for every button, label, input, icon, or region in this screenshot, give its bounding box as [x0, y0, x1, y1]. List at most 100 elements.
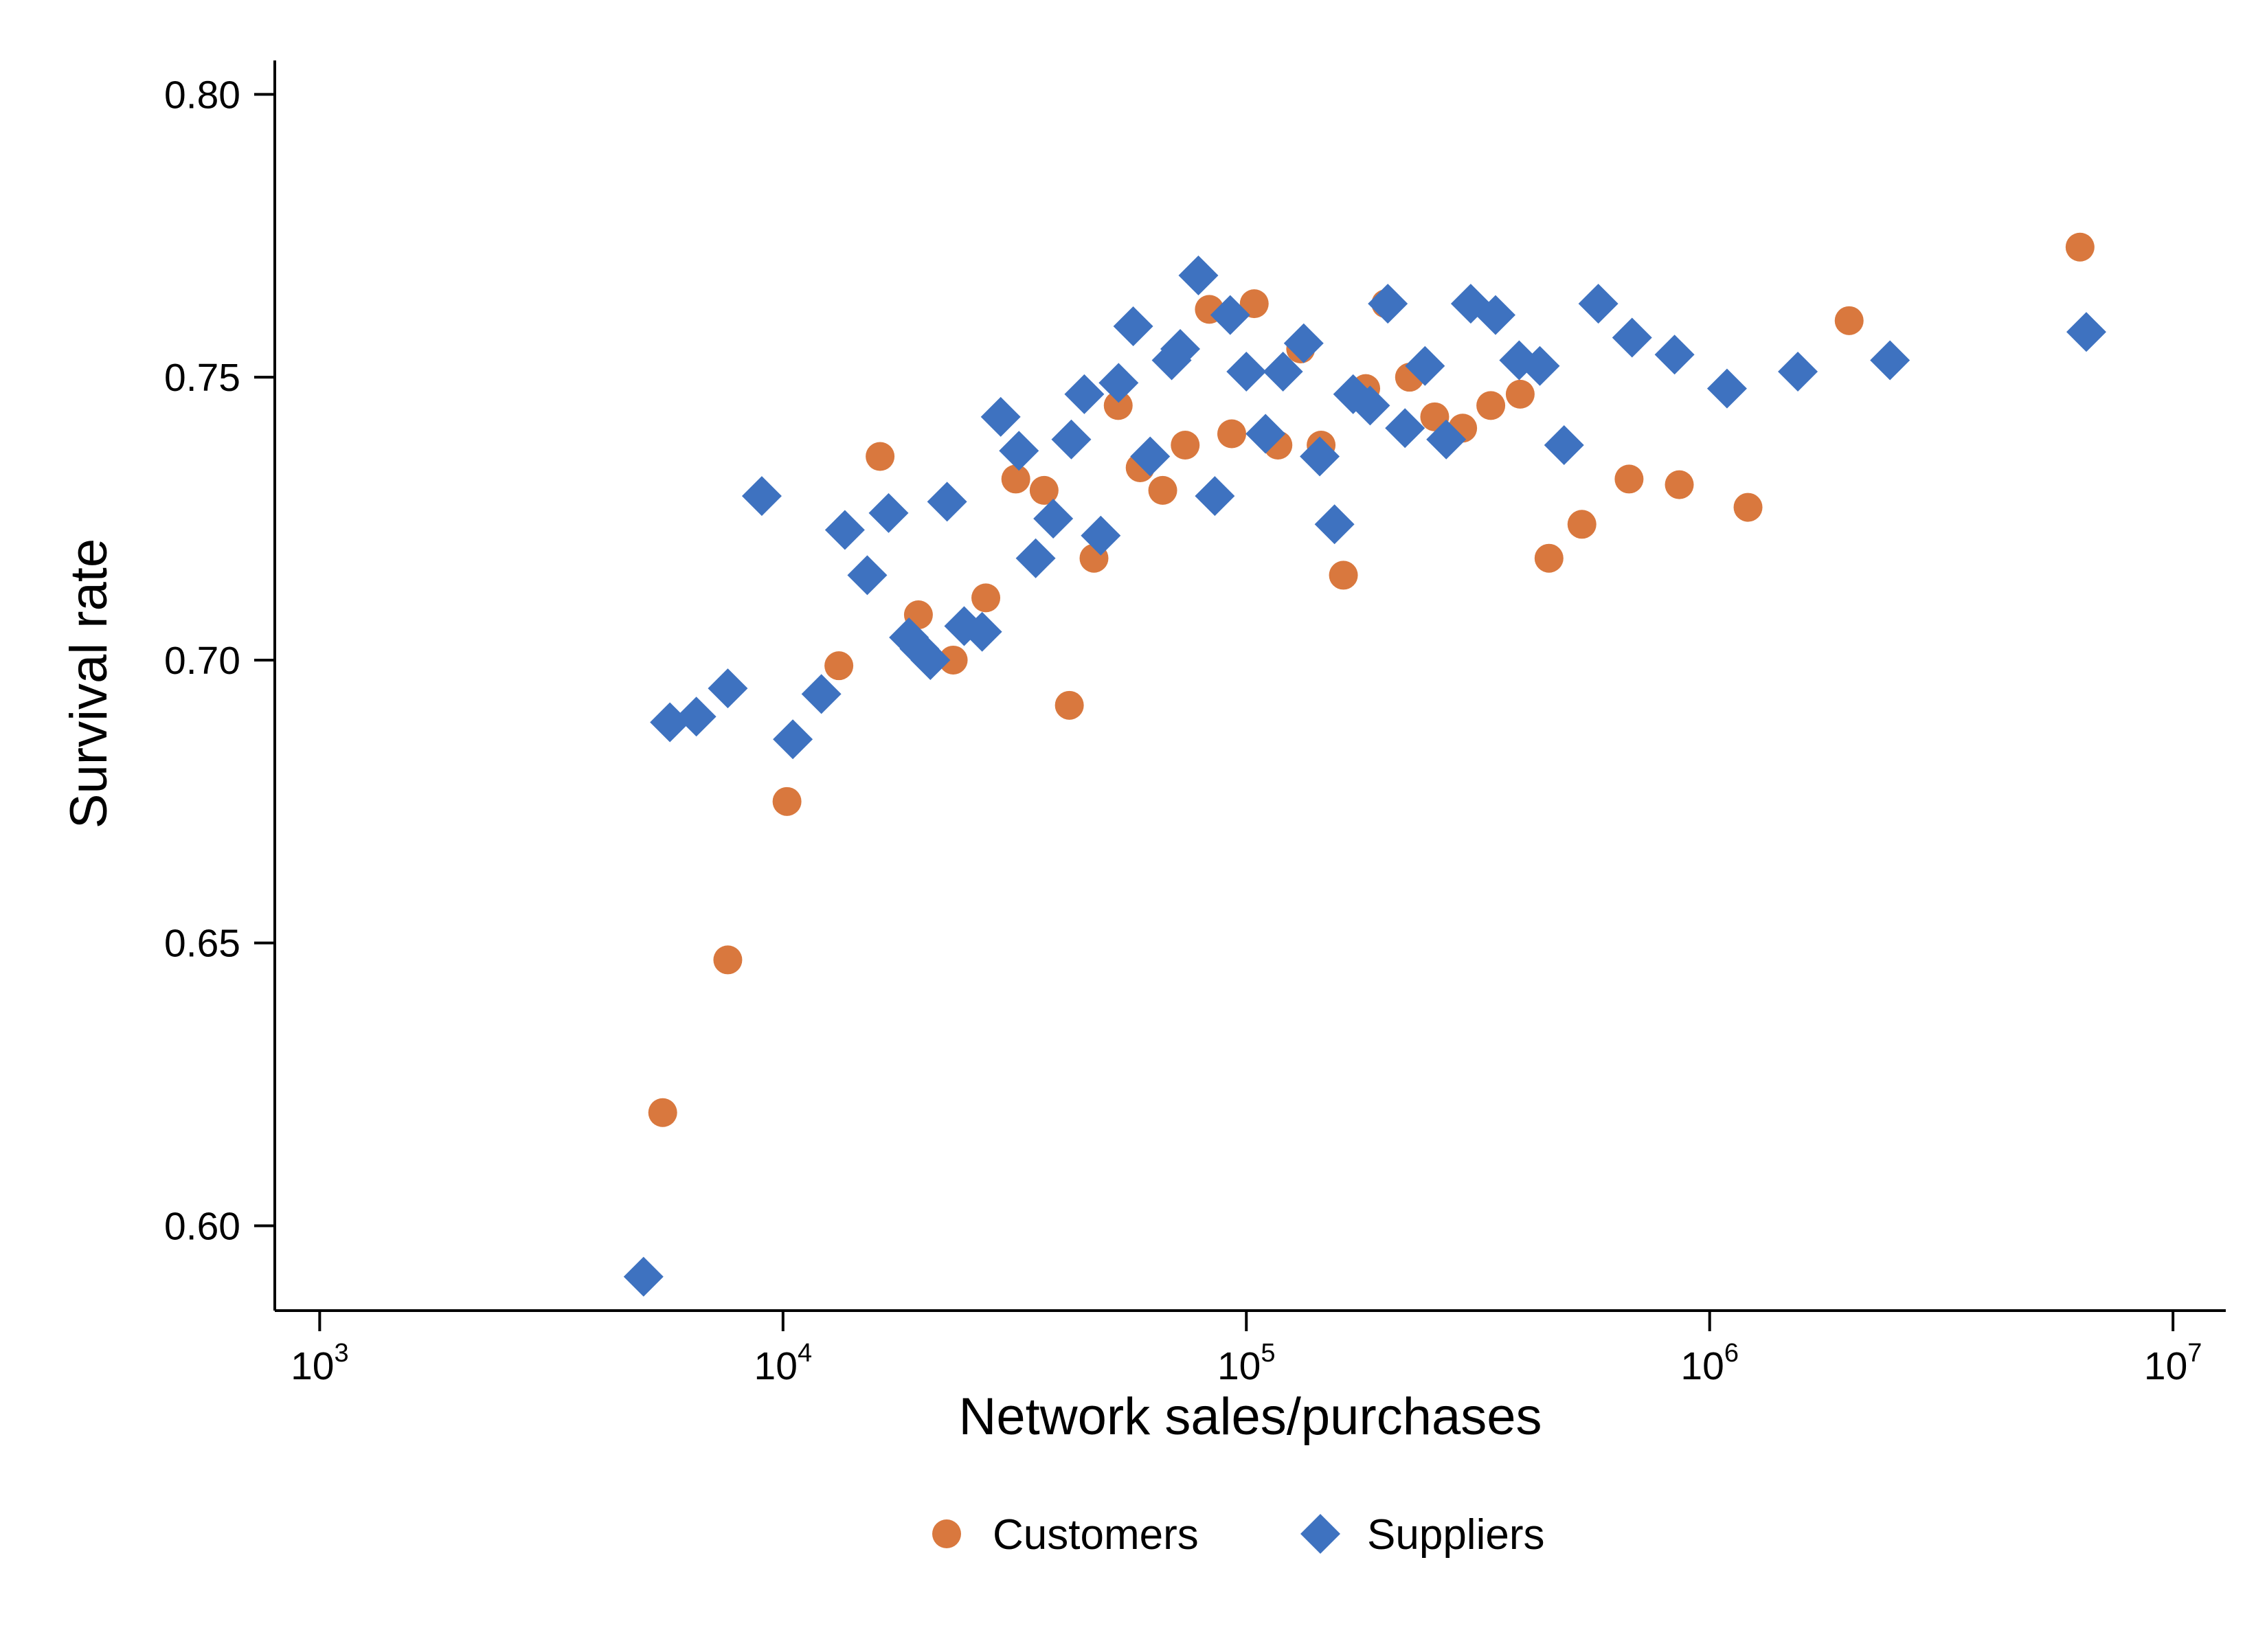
customers-point: [1054, 690, 1084, 720]
y-axis-title: Survival rate: [60, 539, 118, 828]
customers-point: [971, 583, 1001, 613]
suppliers-point: [1314, 504, 1355, 545]
legend-customers-marker: [932, 1519, 961, 1548]
legend-suppliers-marker: [1300, 1514, 1340, 1554]
suppliers-point: [1113, 306, 1153, 347]
suppliers-point: [1160, 329, 1201, 369]
suppliers-point: [676, 697, 717, 737]
suppliers-point: [868, 493, 909, 533]
suppliers-point: [1033, 499, 1074, 539]
suppliers-point: [1778, 351, 1818, 392]
suppliers-point: [650, 702, 690, 743]
x-tick-label: 105: [1217, 1339, 1276, 1388]
customers-point: [648, 1098, 677, 1127]
customers-point: [1239, 289, 1269, 319]
y-tick-label: 0.75: [164, 356, 240, 400]
customers-point: [1029, 475, 1059, 505]
suppliers-point: [1520, 346, 1560, 386]
customers-point: [1665, 470, 1694, 499]
suppliers-point: [1081, 515, 1121, 556]
customers-point: [1171, 431, 1200, 460]
x-tick-base: 10: [291, 1344, 334, 1388]
suppliers-point: [1226, 351, 1267, 392]
x-tick-label: 104: [754, 1339, 813, 1388]
suppliers-point: [1612, 317, 1652, 358]
customers-point: [1476, 391, 1506, 420]
x-tick-exponent: 7: [2187, 1339, 2202, 1368]
suppliers-point: [708, 668, 748, 709]
suppliers-point: [1368, 284, 1408, 324]
customers-point: [1329, 561, 1358, 590]
suppliers-point: [1064, 374, 1105, 414]
suppliers-point: [1706, 368, 1747, 409]
suppliers-point: [741, 476, 782, 517]
suppliers-point: [1350, 385, 1390, 426]
customers-point: [1001, 464, 1030, 494]
suppliers-point: [824, 510, 865, 550]
customers-point: [1505, 379, 1535, 409]
suppliers-point: [1870, 340, 1910, 381]
customers-point: [1534, 543, 1564, 573]
suppliers-point: [999, 431, 1039, 471]
suppliers-point: [1475, 295, 1515, 335]
x-ticks: 103 104 105 106 107: [291, 1311, 2202, 1388]
y-tick-label: 0.65: [164, 922, 240, 966]
customers-point: [1567, 510, 1597, 539]
y-tick-label: 0.80: [164, 73, 240, 117]
customers-point: [938, 645, 968, 675]
suppliers-point: [1210, 295, 1250, 335]
x-tick-exponent: 5: [1261, 1339, 1275, 1368]
customers-point: [1614, 464, 1644, 494]
x-tick-label: 107: [2144, 1339, 2202, 1388]
x-tick-exponent: 6: [1724, 1339, 1739, 1368]
x-tick-base: 10: [2144, 1344, 2187, 1388]
suppliers-point: [1015, 538, 1056, 578]
y-tick-label: 0.60: [164, 1204, 240, 1248]
legend-label-suppliers: Suppliers: [1367, 1511, 1544, 1559]
customers-point: [1834, 306, 1864, 335]
suppliers-point: [847, 555, 888, 596]
series-suppliers: [623, 255, 2106, 1297]
suppliers-point: [1300, 436, 1340, 477]
legend-label-customers: Customers: [993, 1511, 1199, 1559]
suppliers-point: [1385, 408, 1425, 449]
customers-point: [1103, 391, 1133, 420]
customers-point: [866, 442, 895, 471]
x-tick-base: 10: [1680, 1344, 1724, 1388]
x-tick-label: 103: [291, 1339, 349, 1388]
customers-point: [1217, 419, 1246, 449]
suppliers-point: [1405, 346, 1445, 386]
x-tick-base: 10: [754, 1344, 798, 1388]
legend: Customers Suppliers: [932, 1511, 1544, 1559]
y-tick-label: 0.70: [164, 639, 240, 683]
suppliers-point: [910, 640, 951, 680]
suppliers-point: [1544, 425, 1584, 465]
x-tick-base: 10: [1217, 1344, 1261, 1388]
data-points: [623, 232, 2106, 1297]
x-axis-title: Network sales/purchases: [958, 1388, 1542, 1446]
customers-point: [1733, 493, 1763, 522]
suppliers-point: [1654, 335, 1695, 375]
customers-point: [824, 651, 854, 681]
suppliers-point: [2066, 312, 2106, 352]
suppliers-point: [1098, 363, 1139, 403]
suppliers-point: [1283, 323, 1324, 363]
suppliers-point: [1578, 284, 1619, 324]
customers-point: [772, 787, 802, 816]
axes: [273, 60, 2226, 1312]
suppliers-point: [773, 719, 813, 760]
suppliers-point: [1195, 476, 1235, 517]
customers-point: [2065, 232, 2095, 262]
suppliers-point: [1263, 351, 1303, 392]
customers-point: [1148, 475, 1177, 505]
y-ticks: 0.60 0.65 0.70 0.75 0.80: [164, 73, 275, 1248]
suppliers-point: [927, 482, 967, 522]
x-tick-exponent: 4: [798, 1339, 812, 1368]
suppliers-point: [980, 396, 1021, 437]
customers-point: [713, 945, 743, 975]
suppliers-point: [1051, 419, 1092, 460]
suppliers-point: [801, 674, 842, 714]
suppliers-point: [1245, 414, 1286, 454]
